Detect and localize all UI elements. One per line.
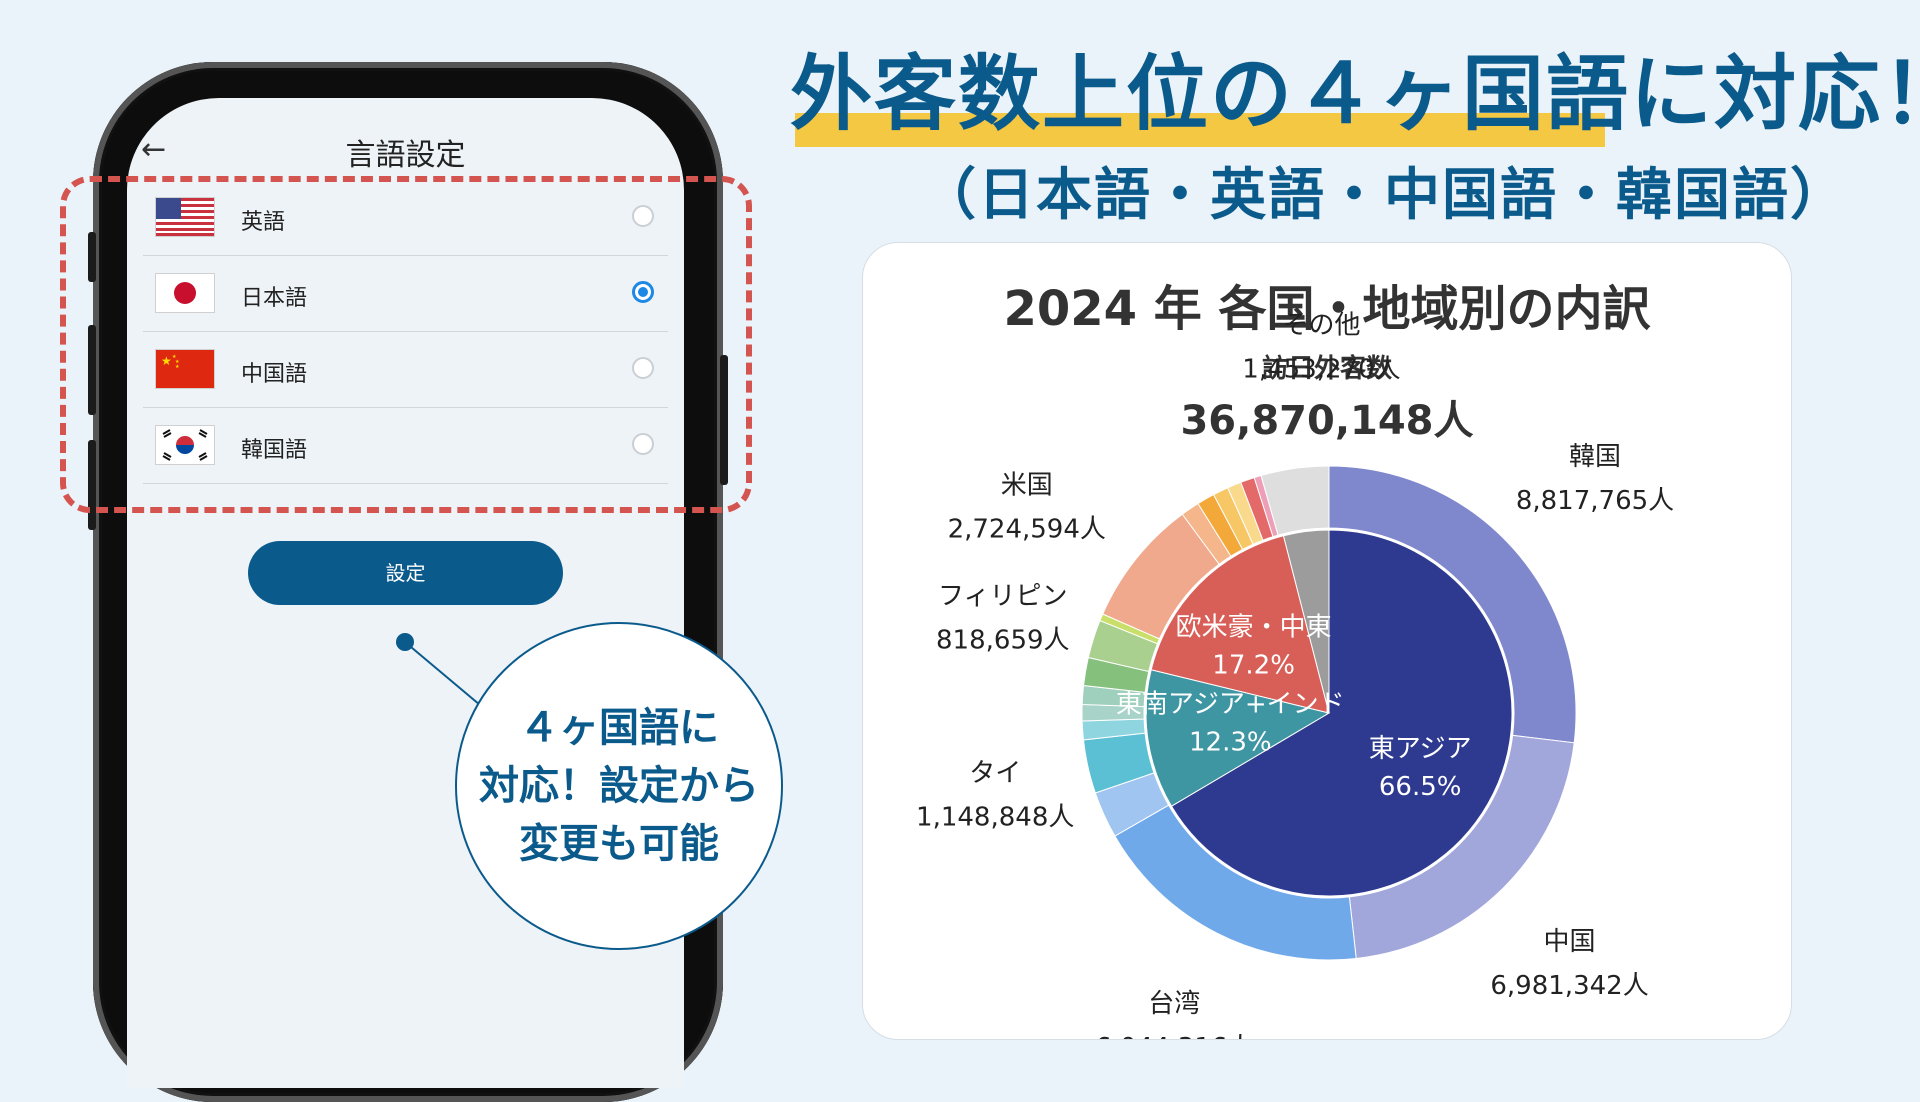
outer-slice-value: 818,659人: [936, 625, 1070, 655]
svg-text:★: ★: [175, 359, 180, 365]
inner-slice-0: [1170, 529, 1513, 897]
outer-slice-value: 6,981,342人: [1490, 971, 1648, 1001]
inner-slice-name: 東南アジア+インド: [1116, 690, 1345, 720]
inner-slice-2: [1150, 535, 1330, 714]
outer-slice-name: フィリピン: [938, 581, 1067, 611]
us-flag-icon: [155, 197, 215, 237]
screen-title: 言語設定: [345, 138, 466, 173]
headline: 外客数上位の４ヶ国語に対応！: [790, 45, 1920, 147]
callout-dot: [396, 633, 414, 651]
inner-slice-percent: 12.3%: [1189, 728, 1272, 758]
inner-slice-name: 東アジア: [1369, 734, 1472, 764]
svg-text:★: ★: [175, 364, 180, 370]
callout-text: ４ヶ国語に 対応！設定から 変更も可能: [479, 705, 759, 867]
headline-title: 外客数上位の４ヶ国語に対応！: [790, 47, 1920, 142]
svg-text:★: ★: [172, 354, 177, 360]
phone-volume-down-button: [88, 440, 96, 530]
headline-highlight-bar: [795, 113, 1605, 147]
inner-slice-name: 欧米豪・中東: [1176, 613, 1332, 643]
radio-button[interactable]: [632, 357, 654, 379]
language-label: 英語: [241, 210, 286, 235]
language-option-chinese[interactable]: ★ ★ ★ ★ 中国語: [143, 332, 668, 408]
outer-slice-name: 米国: [1001, 471, 1053, 501]
outer-slice-value: 2,724,594人: [948, 515, 1106, 545]
outer-slice-name: 台湾: [1148, 989, 1200, 1019]
language-label: 日本語: [241, 286, 308, 311]
language-option-english[interactable]: 英語: [143, 180, 668, 256]
language-highlight-box: [60, 176, 752, 513]
language-label: 韓国語: [241, 438, 308, 463]
phone-power-button: [720, 355, 728, 485]
outer-slice-name: 韓国: [1569, 442, 1621, 472]
radio-button[interactable]: [632, 433, 654, 455]
chart-card: 2024 年 各国・地域別の内訳 訪日外客数 36,870,148人 東アジア 6…: [862, 242, 1792, 1040]
callout-bubble: ４ヶ国語に 対応！設定から 変更も可能: [455, 622, 783, 950]
phone-side-button: [88, 232, 96, 282]
inner-slice-3: [1282, 529, 1330, 714]
language-label: 中国語: [241, 362, 308, 387]
outer-slice-18: [1260, 465, 1330, 536]
screen-header: ← 言語設定: [127, 128, 684, 178]
outer-slice-value: 1,453,270人: [1242, 354, 1400, 384]
headline-subtitle: （日本語・英語・中国語・韓国語）: [920, 163, 1848, 228]
set-button[interactable]: 設定: [248, 541, 563, 605]
japan-flag-icon: [155, 273, 215, 313]
inner-slice-percent: 17.2%: [1212, 651, 1295, 681]
radio-button[interactable]: [632, 205, 654, 227]
back-arrow-icon[interactable]: ←: [141, 132, 167, 167]
language-list: 英語 日本語 ★ ★ ★ ★ 中国: [143, 180, 668, 484]
outer-slice-value: 6,044,316人: [1095, 1033, 1253, 1039]
outer-slice-name: その他: [1282, 310, 1360, 340]
donut-chart: 東アジア 66.5% 東南アジア+インド 12.3% 欧米豪・中東 17.2% 韓国 8,81…: [916, 310, 1674, 1039]
korea-flag-icon: [155, 425, 215, 465]
svg-text:★: ★: [161, 354, 172, 368]
outer-slice-name: 中国: [1544, 927, 1596, 957]
china-flag-icon: ★ ★ ★ ★: [155, 349, 215, 389]
language-option-korean[interactable]: 韓国語: [143, 408, 668, 484]
outer-slice-value: 8,817,765人: [1516, 486, 1674, 516]
outer-slice-value: 1,148,848人: [916, 802, 1074, 832]
language-option-japanese[interactable]: 日本語: [143, 256, 668, 332]
total-visitors-label: 訪日外客数: [1261, 354, 1392, 384]
outer-slice-name: タイ: [969, 758, 1021, 788]
inner-slice-percent: 66.5%: [1379, 772, 1462, 802]
inner-slice-1: [1145, 669, 1331, 807]
phone-volume-up-button: [88, 325, 96, 415]
radio-button-selected[interactable]: [632, 281, 654, 303]
chart-title: 2024 年 各国・地域別の内訳: [1003, 281, 1651, 337]
total-visitors-value: 36,870,148人: [1180, 398, 1474, 444]
